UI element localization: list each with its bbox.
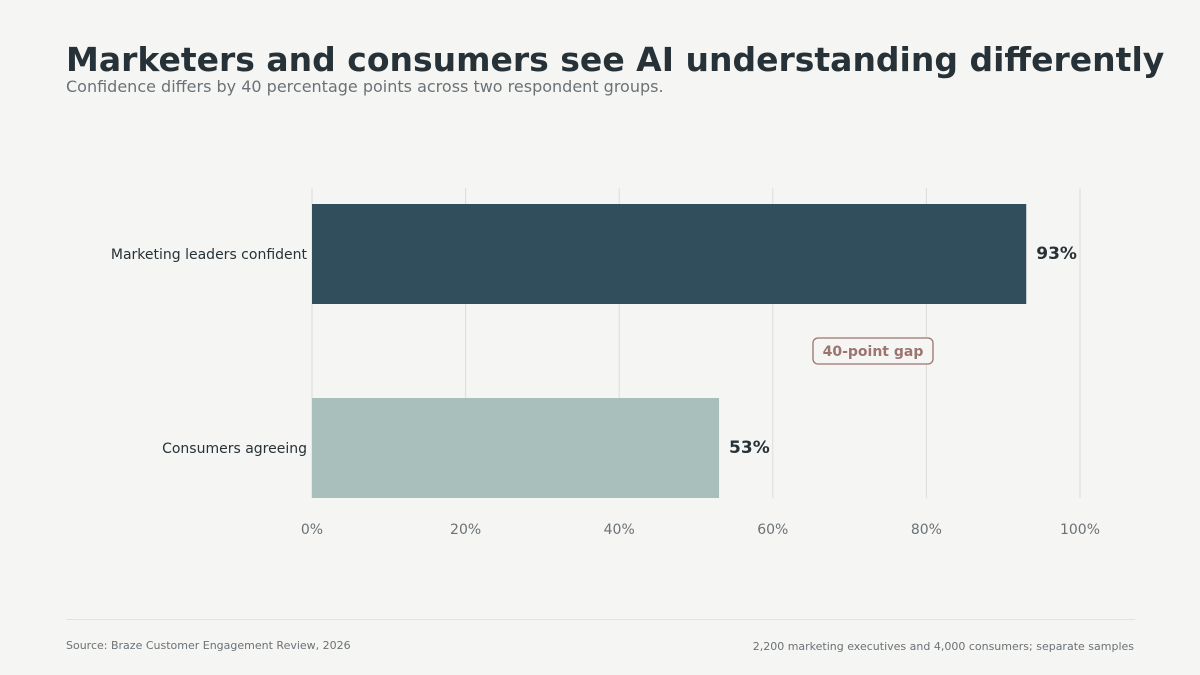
gap-annotation-box	[812, 337, 934, 365]
x-tick-label: 60%	[757, 522, 788, 538]
value-label: 93%	[1036, 244, 1077, 264]
page-title: Marketers and consumers see AI understan…	[66, 40, 1165, 79]
category-label: Marketing leaders confident	[111, 247, 308, 263]
x-tick-label: 0%	[301, 522, 323, 538]
bar-consumers	[312, 398, 720, 498]
footer-note: 2,200 marketing executives and 4,000 con…	[752, 640, 1134, 653]
bars	[312, 204, 1027, 498]
gap-annotation: 40-point gap	[812, 337, 934, 365]
x-tick-label: 40%	[604, 522, 635, 538]
bar-marketing-leaders	[312, 204, 1027, 304]
footer-source: Source: Braze Customer Engagement Review…	[66, 639, 351, 652]
category-label: Consumers agreeing	[162, 441, 307, 457]
page-subtitle: Confidence differs by 40 percentage poin…	[66, 77, 664, 96]
x-tick-label: 20%	[450, 522, 481, 538]
value-label: 53%	[729, 438, 770, 458]
footer-divider	[66, 619, 1135, 620]
x-tick-label: 100%	[1060, 522, 1100, 538]
gap-annotation-text: 40-point gap	[823, 344, 924, 360]
x-tick-label: 80%	[911, 522, 942, 538]
labels: 0% 20% 40% 60% 80% 100% Marketing leaders conf…	[111, 244, 1100, 538]
